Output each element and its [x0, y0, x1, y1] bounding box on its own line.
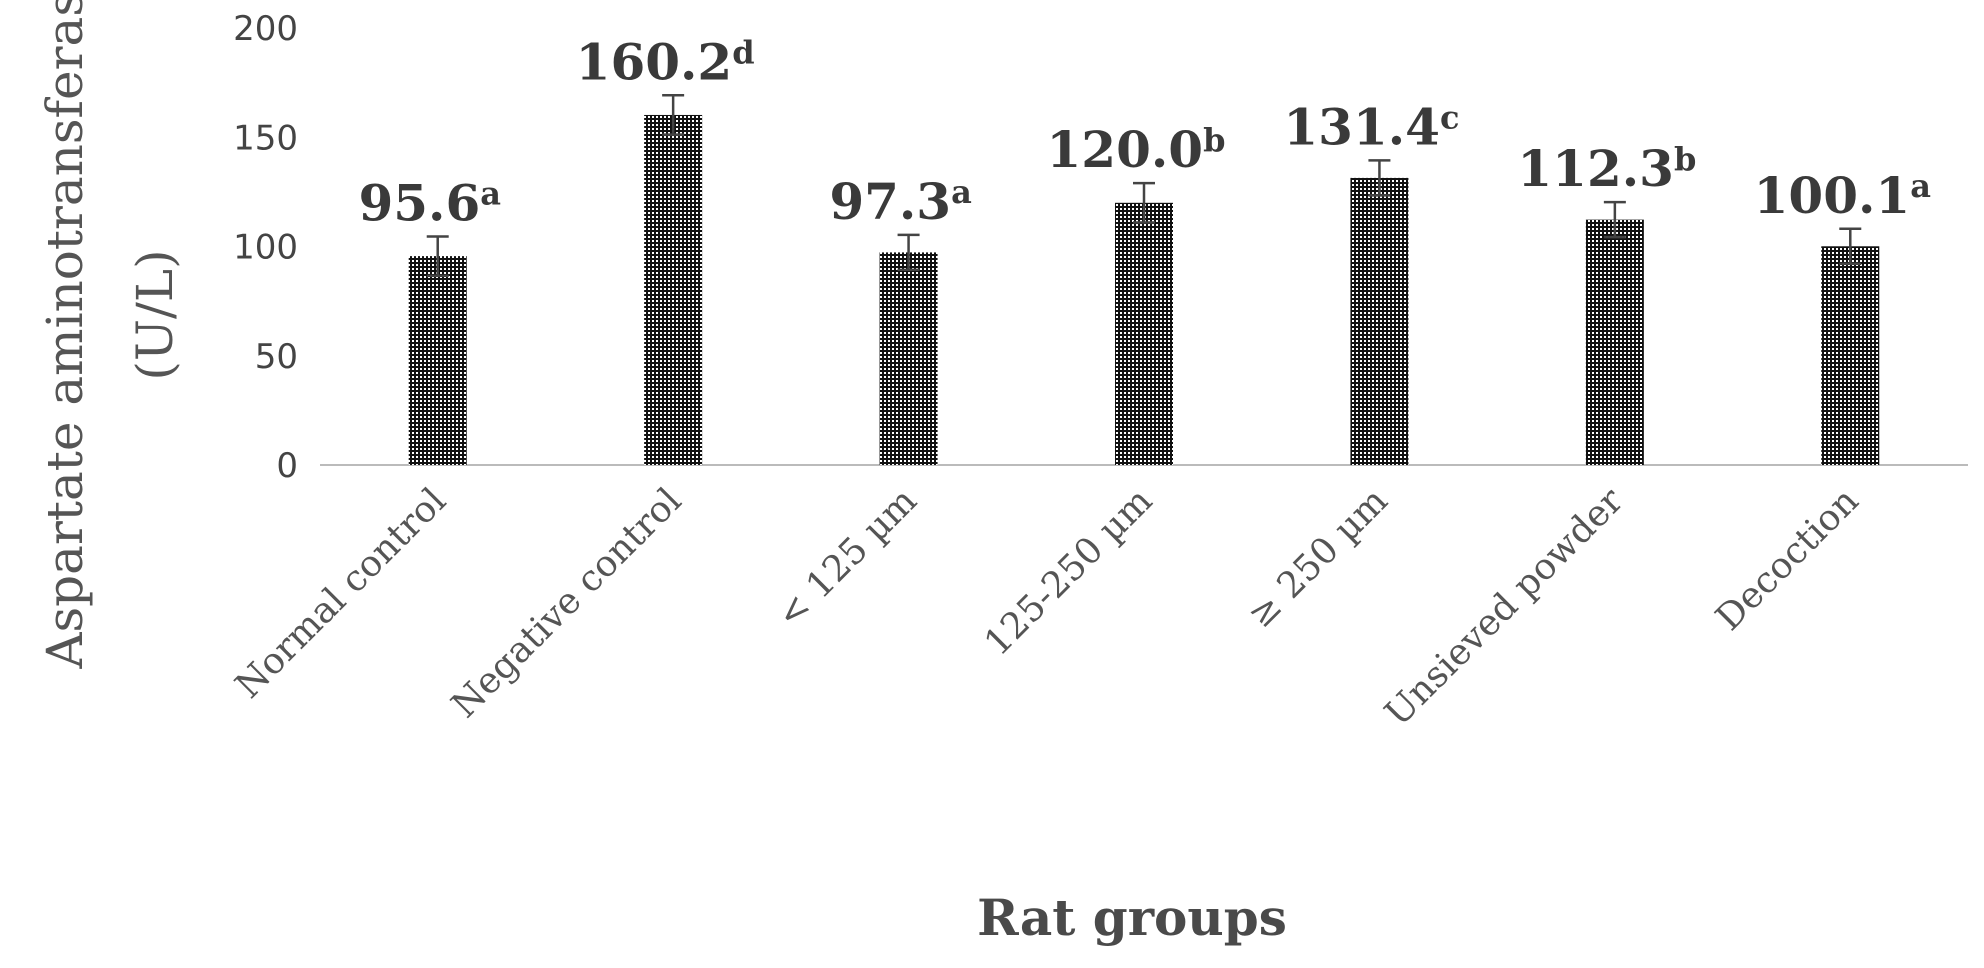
- data-label-letter: b: [1203, 121, 1225, 159]
- category-label: Unsieved powder: [1377, 480, 1631, 734]
- data-label-value: 95.6: [358, 173, 480, 232]
- data-label-value: 100.1: [1754, 166, 1911, 225]
- data-label-letter: d: [732, 33, 754, 71]
- category-label: ≥ 250 µm: [1240, 480, 1396, 636]
- data-label-value: 97.3: [829, 172, 951, 231]
- category-label: < 125 µm: [769, 480, 925, 636]
- data-label: 131.4c: [1283, 97, 1459, 156]
- bar: [1585, 219, 1644, 465]
- y-tick-label: 200: [233, 9, 298, 49]
- y-axis-label-line2: (U/L): [126, 249, 184, 380]
- data-label-value: 112.3: [1517, 139, 1674, 198]
- y-axis-ticks: 0 50 100 150 200: [233, 9, 298, 486]
- data-label: 160.2d: [576, 32, 755, 91]
- category-label: Decoction: [1708, 480, 1866, 638]
- bar: [879, 252, 938, 465]
- data-label-letter: a: [951, 173, 972, 211]
- data-label-letter: b: [1674, 140, 1696, 178]
- y-tick-label: 150: [233, 118, 298, 158]
- category-label: 125-250 µm: [977, 480, 1161, 664]
- bar: [1821, 246, 1880, 465]
- data-label: 100.1a: [1754, 166, 1931, 225]
- data-label-letter: c: [1440, 98, 1459, 136]
- y-axis-label-line1: Aspartate aminotransferase: [36, 0, 94, 670]
- data-label: 120.0b: [1047, 120, 1226, 179]
- data-label-value: 120.0: [1047, 120, 1204, 179]
- bar: [1350, 177, 1409, 466]
- bar: [408, 256, 467, 465]
- category-label: Normal control: [228, 480, 454, 706]
- category-label: Negative control: [444, 480, 690, 726]
- data-label-letter: a: [1910, 167, 1931, 205]
- data-label-value: 131.4: [1283, 97, 1440, 156]
- data-label-letter: a: [480, 174, 501, 212]
- data-label: 97.3a: [829, 172, 972, 231]
- y-tick-label: 0: [276, 446, 298, 486]
- y-tick-label: 100: [233, 228, 298, 268]
- data-label: 112.3b: [1517, 139, 1696, 198]
- x-axis-label: Rat groups: [977, 888, 1287, 947]
- bar: [1115, 202, 1173, 466]
- y-tick-label: 50: [255, 337, 298, 377]
- data-label: 95.6a: [358, 173, 501, 232]
- data-label-value: 160.2: [576, 32, 733, 91]
- bar: [644, 114, 703, 465]
